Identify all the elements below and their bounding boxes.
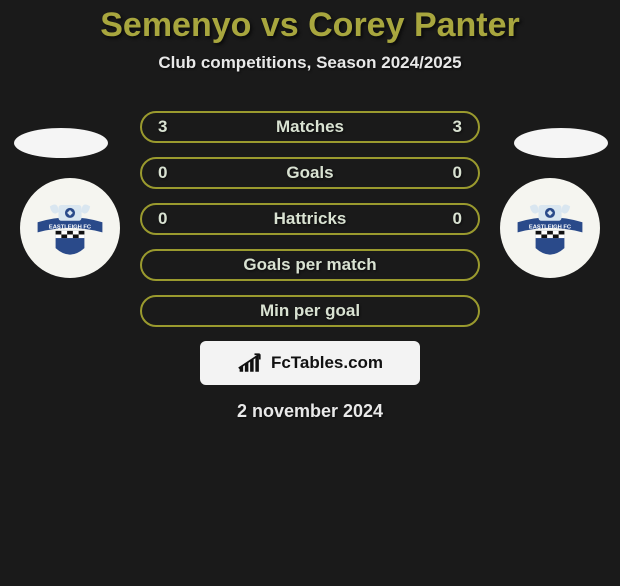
- stat-left-value: 3: [158, 117, 167, 137]
- stat-row-goals: 0 Goals 0: [140, 157, 480, 189]
- club-badge-left: EASTLEIGH FC: [20, 178, 120, 278]
- stat-right-value: 0: [453, 163, 462, 183]
- eastleigh-crest-icon: EASTLEIGH FC: [34, 192, 106, 264]
- svg-text:EASTLEIGH FC: EASTLEIGH FC: [529, 225, 571, 231]
- stat-row-gpm: Goals per match: [140, 249, 480, 281]
- stat-row-matches: 3 Matches 3: [140, 111, 480, 143]
- eastleigh-crest-icon: EASTLEIGH FC: [514, 192, 586, 264]
- stat-row-mpg: Min per goal: [140, 295, 480, 327]
- brand-text: FcTables.com: [271, 353, 383, 373]
- svg-text:EASTLEIGH FC: EASTLEIGH FC: [49, 225, 91, 231]
- club-badge-right: EASTLEIGH FC: [500, 178, 600, 278]
- player-left-photo: [14, 128, 108, 158]
- stat-label: Hattricks: [274, 209, 347, 229]
- stat-right-value: 3: [453, 117, 462, 137]
- stat-label: Goals per match: [243, 255, 376, 275]
- subtitle: Club competitions, Season 2024/2025: [0, 53, 620, 73]
- bars-arrow-icon: [237, 352, 265, 374]
- page-title: Semenyo vs Corey Panter: [0, 6, 620, 45]
- stat-label: Min per goal: [260, 301, 360, 321]
- stat-label: Matches: [276, 117, 344, 137]
- stat-right-value: 0: [453, 209, 462, 229]
- stat-row-hattricks: 0 Hattricks 0: [140, 203, 480, 235]
- date: 2 november 2024: [0, 401, 620, 422]
- brand-box: FcTables.com: [200, 341, 420, 385]
- stat-left-value: 0: [158, 209, 167, 229]
- stat-label: Goals: [286, 163, 333, 183]
- player-right-photo: [514, 128, 608, 158]
- stat-left-value: 0: [158, 163, 167, 183]
